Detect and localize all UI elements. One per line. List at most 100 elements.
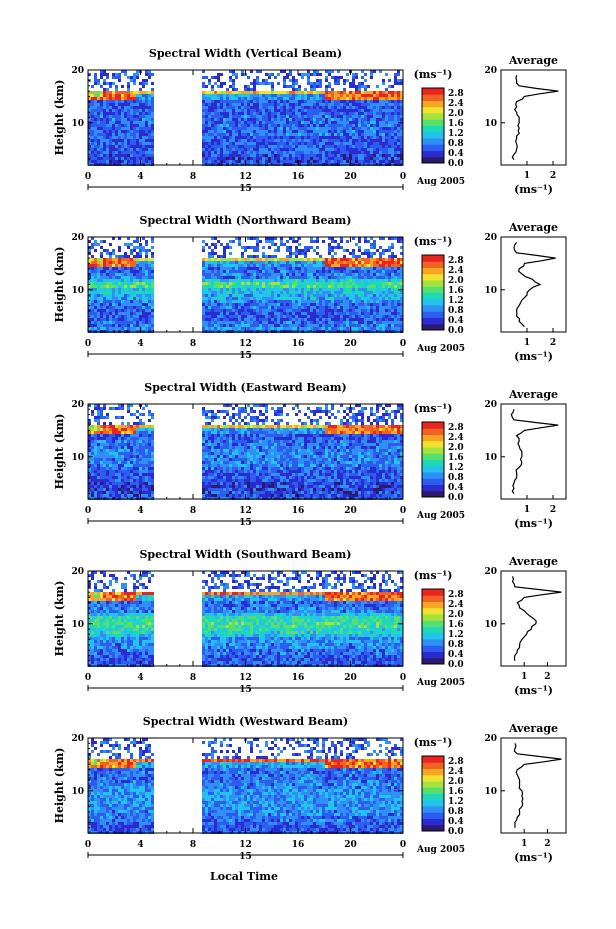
heatmap-cell <box>259 270 262 273</box>
heatmap-cell <box>262 276 265 279</box>
heatmap-cell <box>103 112 106 115</box>
heatmap-cell <box>205 273 208 276</box>
heatmap-cell <box>232 112 235 115</box>
heatmap-cell <box>220 124 223 127</box>
heatmap-cell <box>328 270 331 273</box>
heatmap-cell <box>232 154 235 157</box>
heatmap-cell <box>208 303 211 306</box>
heatmap-cell <box>262 160 265 163</box>
heatmap-cell <box>352 76 355 79</box>
heatmap-cell <box>232 273 235 276</box>
heatmap-cell <box>349 124 352 127</box>
heatmap-cell <box>307 106 310 109</box>
heatmap-cell <box>313 297 316 300</box>
heatmap-cell <box>142 139 145 142</box>
heatmap-cell <box>322 154 325 157</box>
heatmap-cell <box>94 142 97 145</box>
heatmap-cell <box>121 294 124 297</box>
heatmap-cell <box>304 100 307 103</box>
heatmap-cell <box>253 285 256 288</box>
heatmap-cell <box>262 315 265 318</box>
heatmap-cell <box>325 306 328 309</box>
heatmap-cell <box>379 142 382 145</box>
heatmap-cell <box>142 318 145 321</box>
heatmap-cell <box>352 318 355 321</box>
heatmap-cell <box>292 264 295 267</box>
heatmap-cell <box>355 106 358 109</box>
heatmap-cell <box>139 91 142 94</box>
heatmap-cell <box>313 121 316 124</box>
heatmap-cell <box>262 124 265 127</box>
heatmap-cell <box>118 133 121 136</box>
heatmap-cell <box>349 130 352 133</box>
heatmap-cell <box>253 303 256 306</box>
heatmap-cell <box>145 303 148 306</box>
heatmap-cell <box>106 100 109 103</box>
heatmap-cell <box>238 288 241 291</box>
heatmap-cell <box>301 315 304 318</box>
heatmap-cell <box>256 106 259 109</box>
heatmap-cell <box>274 243 277 246</box>
heatmap-cell <box>337 312 340 315</box>
heatmap-cell <box>388 255 391 258</box>
heatmap-cell <box>337 160 340 163</box>
heatmap-cell <box>127 315 130 318</box>
heatmap-cell <box>223 246 226 249</box>
heatmap-cell <box>202 106 205 109</box>
heatmap-cell <box>127 255 130 258</box>
heatmap-cell <box>271 270 274 273</box>
heatmap-cell <box>313 127 316 130</box>
heatmap-cell <box>127 327 130 330</box>
heatmap-cell <box>358 121 361 124</box>
heatmap-cell <box>214 264 217 267</box>
heatmap-cell <box>208 276 211 279</box>
heatmap-cell <box>121 130 124 133</box>
heatmap-cell <box>295 100 298 103</box>
heatmap-cell <box>115 115 118 118</box>
heatmap-cell <box>229 273 232 276</box>
heatmap-cell <box>364 130 367 133</box>
heatmap-cell <box>355 285 358 288</box>
heatmap-cell <box>238 100 241 103</box>
heatmap-cell <box>208 100 211 103</box>
heatmap-cell <box>367 300 370 303</box>
heatmap-cell <box>241 246 244 249</box>
heatmap-cell <box>130 294 133 297</box>
heatmap-cell <box>352 249 355 252</box>
heatmap-cell <box>250 309 253 312</box>
heatmap-cell <box>127 267 130 270</box>
heatmap-cell <box>397 115 400 118</box>
heatmap-cell <box>316 79 319 82</box>
heatmap-cell <box>226 139 229 142</box>
heatmap-cell <box>274 270 277 273</box>
heatmap-cell <box>208 273 211 276</box>
heatmap-cell <box>376 94 379 97</box>
heatmap-cell <box>364 97 367 100</box>
heatmap-cell <box>133 264 136 267</box>
heatmap-cell <box>325 303 328 306</box>
heatmap-cell <box>346 279 349 282</box>
heatmap-cell <box>382 133 385 136</box>
heatmap-cell <box>304 88 307 91</box>
heatmap-cell <box>235 288 238 291</box>
heatmap-cell <box>214 258 217 261</box>
heatmap-cell <box>364 315 367 318</box>
heatmap-cell <box>106 327 109 330</box>
heatmap-cell <box>148 97 151 100</box>
heatmap-cell <box>208 151 211 154</box>
heatmap-cell <box>217 106 220 109</box>
heatmap-cell <box>325 85 328 88</box>
heatmap-cell <box>115 306 118 309</box>
heatmap-cell <box>301 100 304 103</box>
heatmap-cell <box>253 79 256 82</box>
heatmap-cell <box>130 106 133 109</box>
heatmap-cell <box>295 88 298 91</box>
heatmap-cell <box>133 100 136 103</box>
heatmap-cell <box>295 121 298 124</box>
heatmap-cell <box>313 91 316 94</box>
heatmap-cell <box>301 291 304 294</box>
heatmap-cell <box>301 103 304 106</box>
heatmap-cell <box>274 160 277 163</box>
heatmap-cell <box>286 160 289 163</box>
heatmap-cell <box>325 124 328 127</box>
